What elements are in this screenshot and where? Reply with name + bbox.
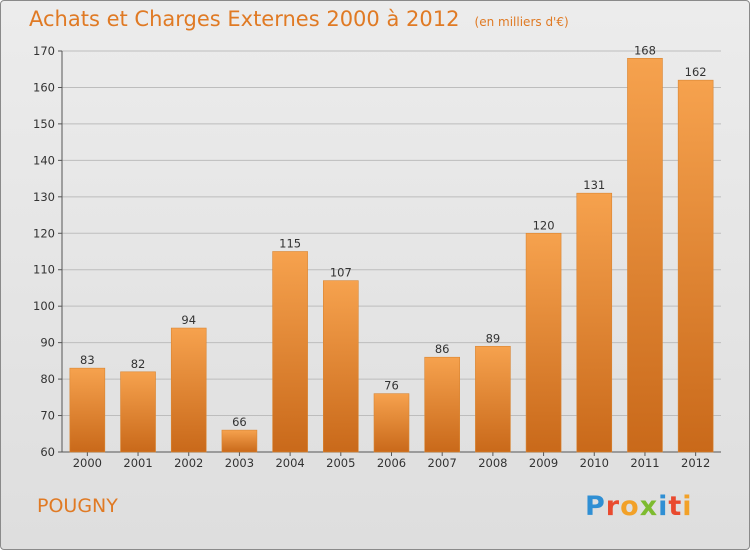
commune-name: POUGNY	[37, 495, 118, 517]
unit-note: (en milliers d'€)	[474, 15, 569, 29]
data-label: 76	[384, 379, 399, 393]
title-row: Achats et Charges Externes 2000 à 2012 (…	[29, 7, 569, 31]
logo-letter: i	[682, 491, 693, 522]
x-tick-label: 2009	[529, 456, 558, 470]
x-tick-label: 2007	[428, 456, 457, 470]
data-labels: 83 82 94 66 115 107 76 86 89 120 131 168 162	[80, 43, 707, 429]
x-tick-label: 2004	[275, 456, 304, 470]
bar-2004	[272, 251, 308, 453]
logo-letter: t	[668, 491, 683, 522]
x-tick-label: 2002	[174, 456, 203, 470]
bar-2012	[677, 79, 714, 453]
bar-2002	[170, 327, 207, 453]
y-tick-label: 150	[33, 117, 55, 131]
x-tick-label: 2003	[225, 456, 254, 470]
x-tick-label: 2008	[478, 456, 507, 470]
bar-2010	[576, 192, 613, 453]
y-tick-label: 120	[33, 226, 55, 240]
bar-2009	[525, 232, 562, 453]
proxiti-logo[interactable]: Proxiti	[585, 491, 693, 522]
y-tick-label: 130	[33, 190, 55, 204]
x-tick-label: 2001	[123, 456, 152, 470]
y-tick-label: 140	[33, 153, 55, 167]
bar-2000	[69, 367, 106, 453]
x-tick-label: 2005	[326, 456, 355, 470]
bar-2006	[373, 393, 410, 453]
data-label: 115	[279, 237, 301, 251]
bar-2008	[475, 345, 511, 453]
bar-2005	[323, 280, 359, 453]
data-label: 94	[181, 313, 196, 327]
bar-2011	[627, 57, 663, 453]
logo-letter: o	[620, 491, 640, 522]
y-tick-label: 60	[40, 445, 55, 459]
y-tick-label: 80	[40, 372, 55, 386]
logo-letter: x	[639, 491, 659, 522]
bars	[69, 57, 714, 453]
chart-title: Achats et Charges Externes 2000 à 2012	[29, 7, 460, 31]
logo-letter: P	[585, 491, 606, 522]
bar-2007	[424, 356, 460, 453]
x-tick-label: 2012	[681, 456, 710, 470]
data-label: 131	[583, 178, 605, 192]
data-label: 82	[131, 357, 146, 371]
bar-2001	[120, 371, 156, 453]
bar-2003	[221, 429, 258, 453]
data-label: 86	[435, 342, 450, 356]
logo-letter: r	[605, 491, 621, 522]
y-tick-label: 160	[33, 80, 55, 94]
x-tick-label: 2010	[580, 456, 609, 470]
data-label: 83	[80, 353, 95, 367]
y-tick-label: 110	[33, 263, 55, 277]
x-tick-label: 2000	[73, 456, 102, 470]
y-tick-label: 100	[33, 299, 55, 313]
y-tick-label: 170	[33, 44, 55, 58]
x-tick-label: 2011	[630, 456, 659, 470]
data-label: 168	[634, 43, 656, 57]
data-label: 107	[330, 266, 352, 280]
data-label: 120	[533, 218, 555, 232]
data-label: 66	[232, 415, 247, 429]
y-tick-label: 70	[40, 409, 55, 423]
y-tick-label: 90	[40, 336, 55, 350]
data-label: 89	[486, 331, 501, 345]
x-tick-label: 2006	[377, 456, 406, 470]
data-label: 162	[685, 65, 707, 79]
logo-letter: i	[658, 491, 669, 522]
